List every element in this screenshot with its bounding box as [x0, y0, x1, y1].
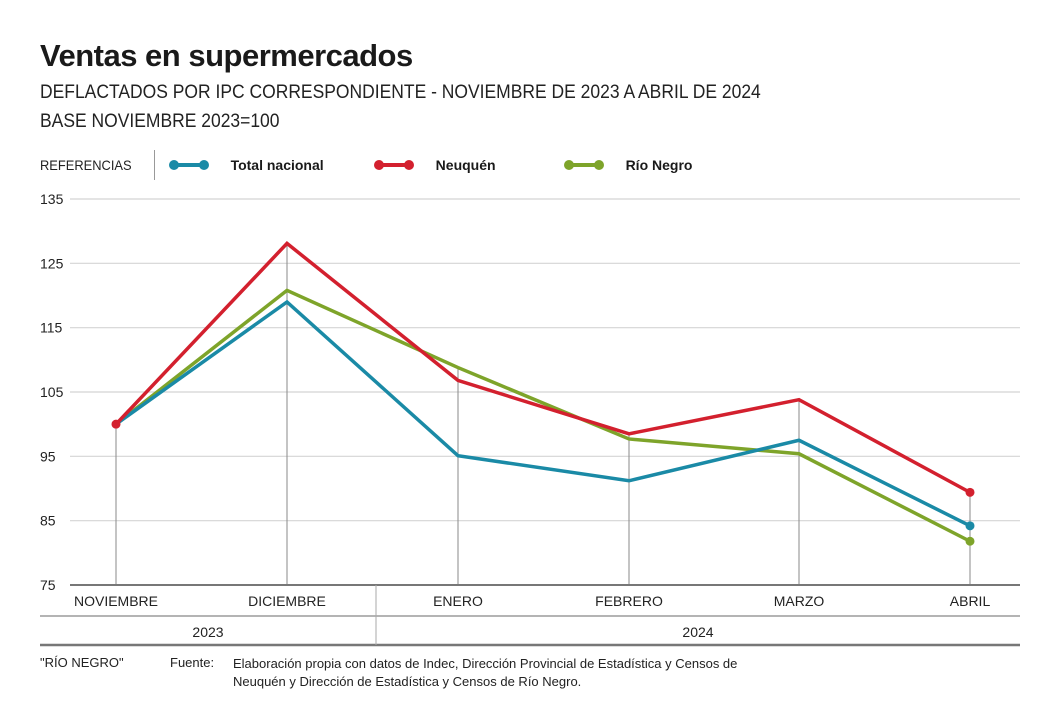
x-tick-label: ENERO	[433, 593, 483, 609]
x-tick-label: ABRIL	[950, 593, 991, 609]
series-line-neuqu-n	[114, 241, 971, 494]
chart-title: Ventas en supermercados	[40, 38, 413, 73]
end-point-marker	[965, 536, 975, 546]
gridlines	[70, 198, 1020, 522]
y-tick-label: 95	[40, 448, 56, 464]
end-point-marker	[965, 487, 975, 497]
credit: "RÍO NEGRO"	[40, 655, 124, 670]
legend-text: Río Negro	[625, 157, 693, 173]
year-label: 2024	[682, 624, 713, 640]
legend-label: REFERENCIAS	[40, 157, 132, 173]
chart-subtitle: DEFLACTADOS POR IPC CORRESPONDIENTE - NO…	[40, 82, 761, 103]
source-label: Fuente:	[170, 655, 215, 670]
legend-item-total-nacional: Total nacional	[168, 157, 324, 173]
legend-swatch-icon	[168, 160, 209, 170]
x-axis-ticks: NOVIEMBRE DICIEMBRE ENERO FEBRERO MARZO ABRIL…	[74, 593, 990, 640]
legend-item-neuquen: Neuquén	[373, 157, 496, 173]
start-point-marker	[111, 419, 121, 429]
category-lines	[115, 243, 971, 585]
chart-base-note: BASE NOVIEMBRE 2023=100	[40, 111, 280, 132]
y-tick-label: 105	[40, 384, 64, 400]
year-label: 2023	[192, 624, 223, 640]
legend-divider	[153, 150, 155, 180]
legend-text: Neuquén	[435, 157, 496, 173]
series-line-total-nacional	[114, 299, 971, 528]
y-tick-label: 125	[40, 255, 64, 271]
x-tick-label: MARZO	[774, 593, 825, 609]
y-tick-label: 115	[40, 320, 63, 336]
end-point-marker	[965, 521, 975, 531]
legend-item-rio-negro: Río Negro	[563, 157, 693, 173]
x-axis	[40, 584, 1020, 647]
x-tick-label: NOVIEMBRE	[74, 593, 158, 609]
legend-swatch-icon	[373, 160, 414, 170]
y-tick-label: 85	[40, 513, 56, 529]
series-lines	[111, 241, 975, 546]
legend: REFERENCIAS Total nacional Neuquén Río N…	[40, 150, 692, 180]
y-tick-label: 75	[40, 577, 56, 593]
x-tick-label: FEBRERO	[595, 593, 663, 609]
y-axis-ticks: 135 125 115 105 95 85 75	[40, 191, 64, 593]
y-tick-label: 135	[40, 191, 64, 207]
source-text: Elaboración propia con datos de Indec, D…	[233, 656, 738, 689]
legend-text: Total nacional	[230, 157, 324, 173]
series-line-r-o-negro	[114, 288, 971, 543]
x-tick-label: DICIEMBRE	[248, 593, 326, 609]
legend-swatch-icon	[563, 160, 604, 170]
